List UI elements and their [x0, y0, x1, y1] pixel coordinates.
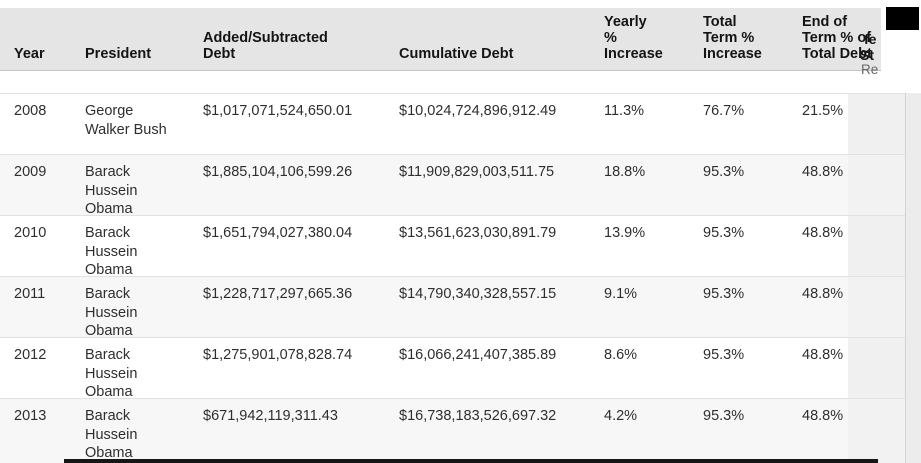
- column-header-year: Year: [0, 46, 85, 62]
- column-header-added-subtracted-debt: Added/Subtracted Debt: [203, 30, 399, 62]
- cell-year: 2010: [14, 225, 47, 241]
- cell-year: 2008: [14, 103, 47, 119]
- cell-clipped-column: [848, 155, 906, 215]
- column-header-end-of-term-percent-label: End of Term % of Total Debt: [802, 14, 872, 62]
- cell-end-of-term-percent: 21.5%: [802, 103, 844, 119]
- clipped-column-header-fragment: fe: [864, 31, 877, 47]
- cell-clipped-column: [848, 277, 906, 337]
- table-row: 2010 Barack Hussein Obama $1,651,794,027…: [0, 216, 906, 278]
- cell-added-subtracted-debt: $1,275,901,078,828.74: [203, 347, 353, 363]
- cell-clipped-column: [848, 338, 906, 398]
- clipped-column-header-fragment: St: [860, 47, 874, 63]
- cell-president: Barack Hussein Obama: [85, 164, 138, 217]
- table-body: 2008 George Walker Bush $1,017,071,524,6…: [0, 93, 906, 463]
- clipped-black-box: [886, 7, 919, 30]
- cell-total-term-percent-increase: 95.3%: [703, 408, 745, 424]
- cell-year: 2009: [14, 164, 47, 180]
- cell-end-of-term-percent: 48.8%: [802, 286, 844, 302]
- column-header-year-label: Year: [14, 46, 45, 62]
- column-header-end-of-term-percent: End of Term % of Total Debt: [802, 14, 872, 62]
- cell-added-subtracted-debt: $1,885,104,106,599.26: [203, 164, 353, 180]
- cell-year: 2011: [14, 286, 46, 302]
- cell-end-of-term-percent: 48.8%: [802, 225, 844, 241]
- column-header-added-subtracted-debt-label: Added/Subtracted Debt: [203, 30, 328, 62]
- table-row: 2009 Barack Hussein Obama $1,885,104,106…: [0, 155, 906, 217]
- cell-end-of-term-percent: 48.8%: [802, 347, 844, 363]
- cell-year: 2012: [14, 347, 47, 363]
- cell-total-term-percent-increase: 95.3%: [703, 225, 745, 241]
- cell-added-subtracted-debt: $1,228,717,297,665.36: [203, 286, 353, 302]
- cell-yearly-percent-increase: 13.9%: [604, 225, 646, 241]
- table-row: 2011 Barack Hussein Obama $1,228,717,297…: [0, 277, 906, 339]
- cell-year: 2013: [14, 408, 47, 424]
- cell-end-of-term-percent: 48.8%: [802, 408, 844, 424]
- cell-added-subtracted-debt: $671,942,119,311.43: [203, 408, 338, 424]
- cell-yearly-percent-increase: 8.6%: [604, 347, 638, 363]
- cell-yearly-percent-increase: 18.8%: [604, 164, 646, 180]
- cell-yearly-percent-increase: 9.1%: [604, 286, 638, 302]
- cell-cumulative-debt: $11,909,829,003,511.75: [399, 164, 555, 180]
- cell-president: Barack Hussein Obama: [85, 225, 138, 278]
- cell-total-term-percent-increase: 95.3%: [703, 347, 745, 363]
- cell-cumulative-debt: $13,561,623,030,891.79: [399, 225, 557, 241]
- table-row: 2013 Barack Hussein Obama $671,942,119,3…: [0, 399, 906, 463]
- cell-clipped-column: [848, 216, 906, 276]
- cell-clipped-column: [848, 399, 906, 463]
- cell-president: Barack Hussein Obama: [85, 408, 138, 461]
- cell-cumulative-debt: $14,790,340,328,557.15: [399, 286, 557, 302]
- cell-added-subtracted-debt: $1,017,071,524,650.01: [203, 103, 353, 119]
- cell-added-subtracted-debt: $1,651,794,027,380.04: [203, 225, 353, 241]
- cell-cumulative-debt: $16,066,241,407,385.89: [399, 347, 557, 363]
- cell-total-term-percent-increase: 95.3%: [703, 286, 745, 302]
- cell-clipped-column: [848, 94, 906, 154]
- clipped-column-header-fragment: Re: [861, 62, 879, 77]
- table-row: 2012 Barack Hussein Obama $1,275,901,078…: [0, 338, 906, 400]
- cell-president: George Walker Bush: [85, 103, 167, 138]
- column-header-yearly-percent-increase-label: Yearly % Increase: [604, 14, 663, 62]
- cell-total-term-percent-increase: 76.7%: [703, 103, 745, 119]
- right-edge-strip: [905, 93, 921, 463]
- table-header-row: Year President Added/Subtracted Debt Cum…: [0, 8, 881, 71]
- cell-cumulative-debt: $10,024,724,896,912.49: [399, 103, 557, 119]
- cell-total-term-percent-increase: 95.3%: [703, 164, 745, 180]
- cell-yearly-percent-increase: 11.3%: [604, 103, 645, 119]
- column-header-yearly-percent-increase: Yearly % Increase: [604, 14, 703, 62]
- cell-president: Barack Hussein Obama: [85, 286, 138, 339]
- cell-cumulative-debt: $16,738,183,526,697.32: [399, 408, 557, 424]
- table-row: 2008 George Walker Bush $1,017,071,524,6…: [0, 94, 906, 155]
- column-header-president-label: President: [85, 46, 152, 62]
- cell-president: Barack Hussein Obama: [85, 347, 138, 400]
- column-header-president: President: [85, 46, 203, 62]
- column-header-total-term-percent-increase: Total Term % Increase: [703, 14, 802, 62]
- cell-end-of-term-percent: 48.8%: [802, 164, 844, 180]
- column-header-total-term-percent-increase-label: Total Term % Increase: [703, 14, 762, 62]
- cell-yearly-percent-increase: 4.2%: [604, 408, 638, 424]
- column-header-cumulative-debt-label: Cumulative Debt: [399, 46, 514, 62]
- column-header-cumulative-debt: Cumulative Debt: [399, 46, 604, 62]
- bottom-dark-bar: [64, 459, 878, 463]
